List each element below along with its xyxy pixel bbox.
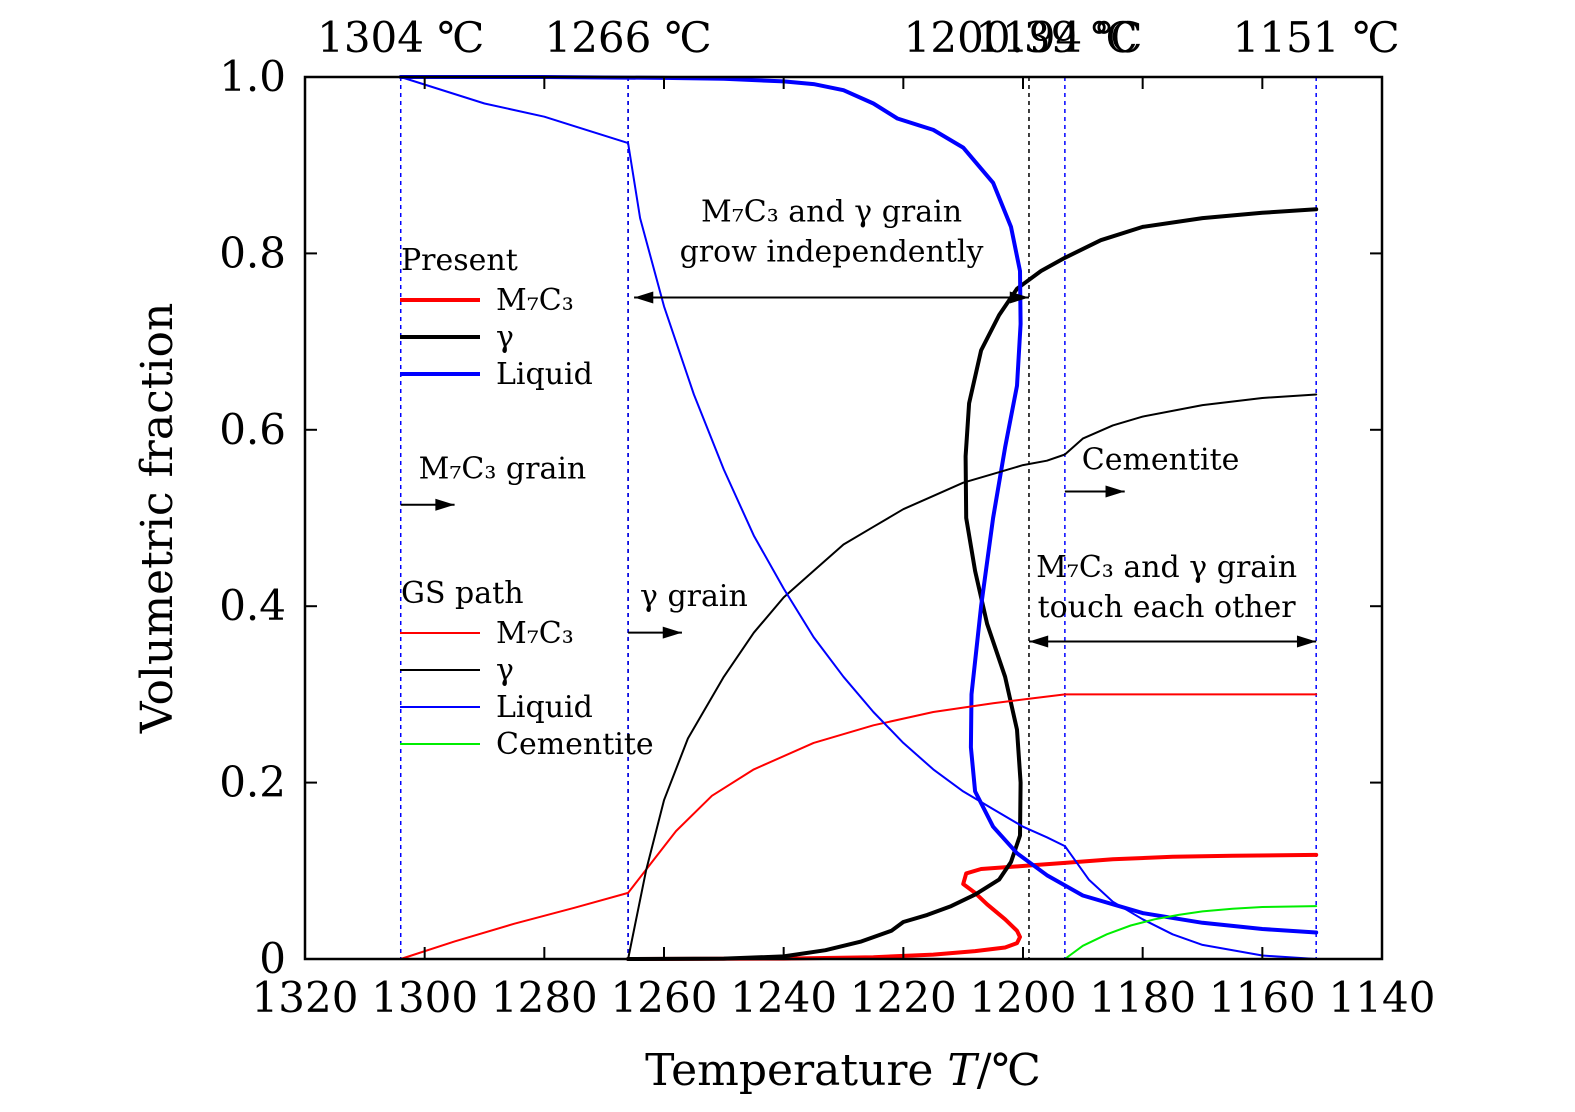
- legend-label-0-1: γ: [496, 320, 514, 355]
- arrow-head: [435, 498, 455, 511]
- y-tick-label-3: 0.6: [219, 405, 286, 454]
- legend-label-1-3: Cementite: [496, 727, 654, 762]
- legend-title-1: GS path: [401, 576, 524, 611]
- x-tick-label-1220: 1220: [850, 973, 957, 1022]
- arrow-head: [1028, 635, 1049, 648]
- y-axis-label: Volumetric fraction: [132, 303, 183, 735]
- y-tick-label-0: 0: [259, 934, 286, 983]
- series-line-5: [399, 76, 1318, 960]
- top-temperature-label-3: 1194 ℃: [975, 13, 1142, 62]
- legend-label-1-0: M₇C₃: [496, 616, 574, 651]
- x-tick-label-1260: 1260: [611, 973, 718, 1022]
- x-tick-label-1300: 1300: [371, 973, 478, 1022]
- y-tick-label-2: 0.4: [219, 581, 286, 630]
- series-line-6: [1063, 905, 1318, 960]
- top-temperature-label-0: 1304 ℃: [317, 13, 484, 62]
- series-line-2: [398, 75, 1319, 935]
- x-tick-label-1200: 1200: [970, 973, 1077, 1022]
- annotation-text-0-1: grow independently: [680, 235, 984, 270]
- x-tick-label-1180: 1180: [1089, 973, 1196, 1022]
- arrow-head: [1105, 485, 1125, 498]
- legend-label-1-2: Liquid: [496, 690, 593, 725]
- legend-label-1-1: γ: [496, 653, 514, 688]
- annotation-text-1-0: M₇C₃ grain: [419, 451, 587, 486]
- x-tick-label-1240: 1240: [730, 973, 837, 1022]
- top-temperature-label-4: 1151 ℃: [1233, 13, 1400, 62]
- legend-title-0: Present: [401, 243, 518, 278]
- series-line-4: [627, 393, 1318, 960]
- annotations: M₇C₃ and γ grain grow independently M₇C₃ g…: [400, 195, 1317, 648]
- top-temperature-label-1: 1266 ℃: [544, 13, 711, 62]
- annotation-text-0-0: M₇C₃ and γ grain: [701, 195, 962, 230]
- arrow-head: [662, 626, 682, 639]
- arrow-head: [634, 291, 654, 304]
- x-tick-label-1140: 1140: [1329, 973, 1436, 1022]
- y-tick-label-1: 0.2: [219, 758, 286, 807]
- y-tick-label-5: 1.0: [219, 52, 286, 101]
- top-temperature-label-2: 1200.39 ℃: [904, 13, 1138, 62]
- annotation-text-4-1: touch each other: [1038, 590, 1297, 625]
- plot-frame: [303, 75, 1384, 961]
- series-line-0: [626, 852, 1319, 961]
- x-axis-label: Temperature T/℃: [645, 1045, 1041, 1096]
- legend-label-0-2: Liquid: [496, 357, 593, 392]
- arrow-head: [1296, 635, 1317, 648]
- series-lines: [398, 75, 1319, 961]
- annotation-text-4-0: M₇C₃ and γ grain: [1036, 550, 1297, 585]
- annotation-text-2-0: γ grain: [640, 579, 748, 614]
- x-tick-label-1280: 1280: [491, 973, 598, 1022]
- series-line-3: [399, 693, 1318, 960]
- legend-label-0-0: M₇C₃: [496, 283, 574, 318]
- arrow-head: [1009, 291, 1029, 304]
- x-tick-label-1160: 1160: [1209, 973, 1316, 1022]
- vertical-guide-lines: [399, 77, 1317, 959]
- y-tick-label-4: 0.8: [219, 228, 286, 277]
- annotation-text-3-0: Cementite: [1082, 442, 1240, 477]
- axis-ticks: 1320 1300 1280 1260 1240 1220 1200 1180 1160 1140…: [219, 52, 1435, 1022]
- series-line-1: [626, 207, 1319, 961]
- x-tick-label-1320: 1320: [252, 973, 359, 1022]
